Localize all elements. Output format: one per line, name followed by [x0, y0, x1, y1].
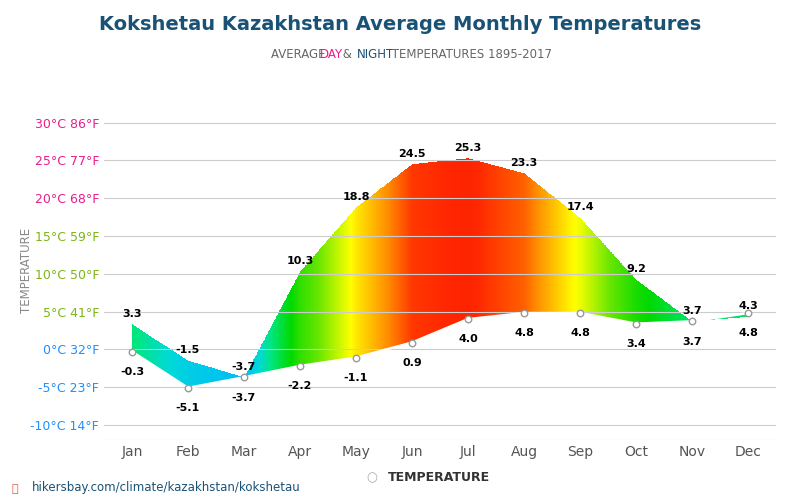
- Text: -5.1: -5.1: [176, 403, 200, 413]
- Text: -3.7: -3.7: [232, 362, 256, 372]
- Text: -1.1: -1.1: [344, 373, 368, 383]
- Text: -1.5: -1.5: [176, 345, 200, 355]
- Point: [350, 354, 362, 362]
- Text: hikersbay.com/climate/kazakhstan/kokshetau: hikersbay.com/climate/kazakhstan/kokshet…: [32, 481, 301, 494]
- Text: 3.7: 3.7: [682, 336, 702, 346]
- Point: [518, 309, 530, 317]
- Text: 9.2: 9.2: [626, 264, 646, 274]
- Text: Kokshetau Kazakhstan Average Monthly Temperatures: Kokshetau Kazakhstan Average Monthly Tem…: [99, 15, 701, 34]
- Text: 18.8: 18.8: [342, 192, 370, 202]
- Point: [126, 348, 138, 356]
- Text: 4.8: 4.8: [738, 328, 758, 338]
- Text: ○: ○: [366, 471, 378, 484]
- Text: NIGHT: NIGHT: [357, 48, 394, 60]
- Text: DAY: DAY: [320, 48, 343, 60]
- Text: 17.4: 17.4: [566, 202, 594, 212]
- Point: [462, 315, 474, 323]
- Point: [574, 309, 586, 317]
- Point: [406, 338, 418, 346]
- Text: -3.7: -3.7: [232, 392, 256, 402]
- Text: 🌐: 🌐: [12, 484, 18, 494]
- Text: 4.8: 4.8: [570, 328, 590, 338]
- Point: [182, 384, 194, 392]
- Point: [630, 320, 642, 328]
- Text: 10.3: 10.3: [286, 256, 314, 266]
- Point: [294, 362, 306, 370]
- Text: 3.3: 3.3: [122, 309, 142, 319]
- Text: TEMPERATURES 1895-2017: TEMPERATURES 1895-2017: [388, 48, 552, 60]
- Text: 24.5: 24.5: [398, 148, 426, 158]
- Text: AVERAGE: AVERAGE: [271, 48, 330, 60]
- Text: 23.3: 23.3: [510, 158, 538, 168]
- Text: 3.7: 3.7: [682, 306, 702, 316]
- Text: 25.3: 25.3: [454, 142, 482, 152]
- Text: -2.2: -2.2: [288, 381, 312, 391]
- Text: 0.9: 0.9: [402, 358, 422, 368]
- Point: [238, 374, 250, 382]
- Text: 4.8: 4.8: [514, 328, 534, 338]
- Y-axis label: TEMPERATURE: TEMPERATURE: [20, 228, 33, 312]
- Text: -0.3: -0.3: [120, 367, 144, 377]
- Text: 3.4: 3.4: [626, 339, 646, 349]
- Text: 4.3: 4.3: [738, 302, 758, 312]
- Text: 4.0: 4.0: [458, 334, 478, 344]
- Text: TEMPERATURE: TEMPERATURE: [388, 471, 490, 484]
- Point: [742, 309, 754, 317]
- Point: [686, 318, 698, 326]
- Text: &: &: [338, 48, 355, 60]
